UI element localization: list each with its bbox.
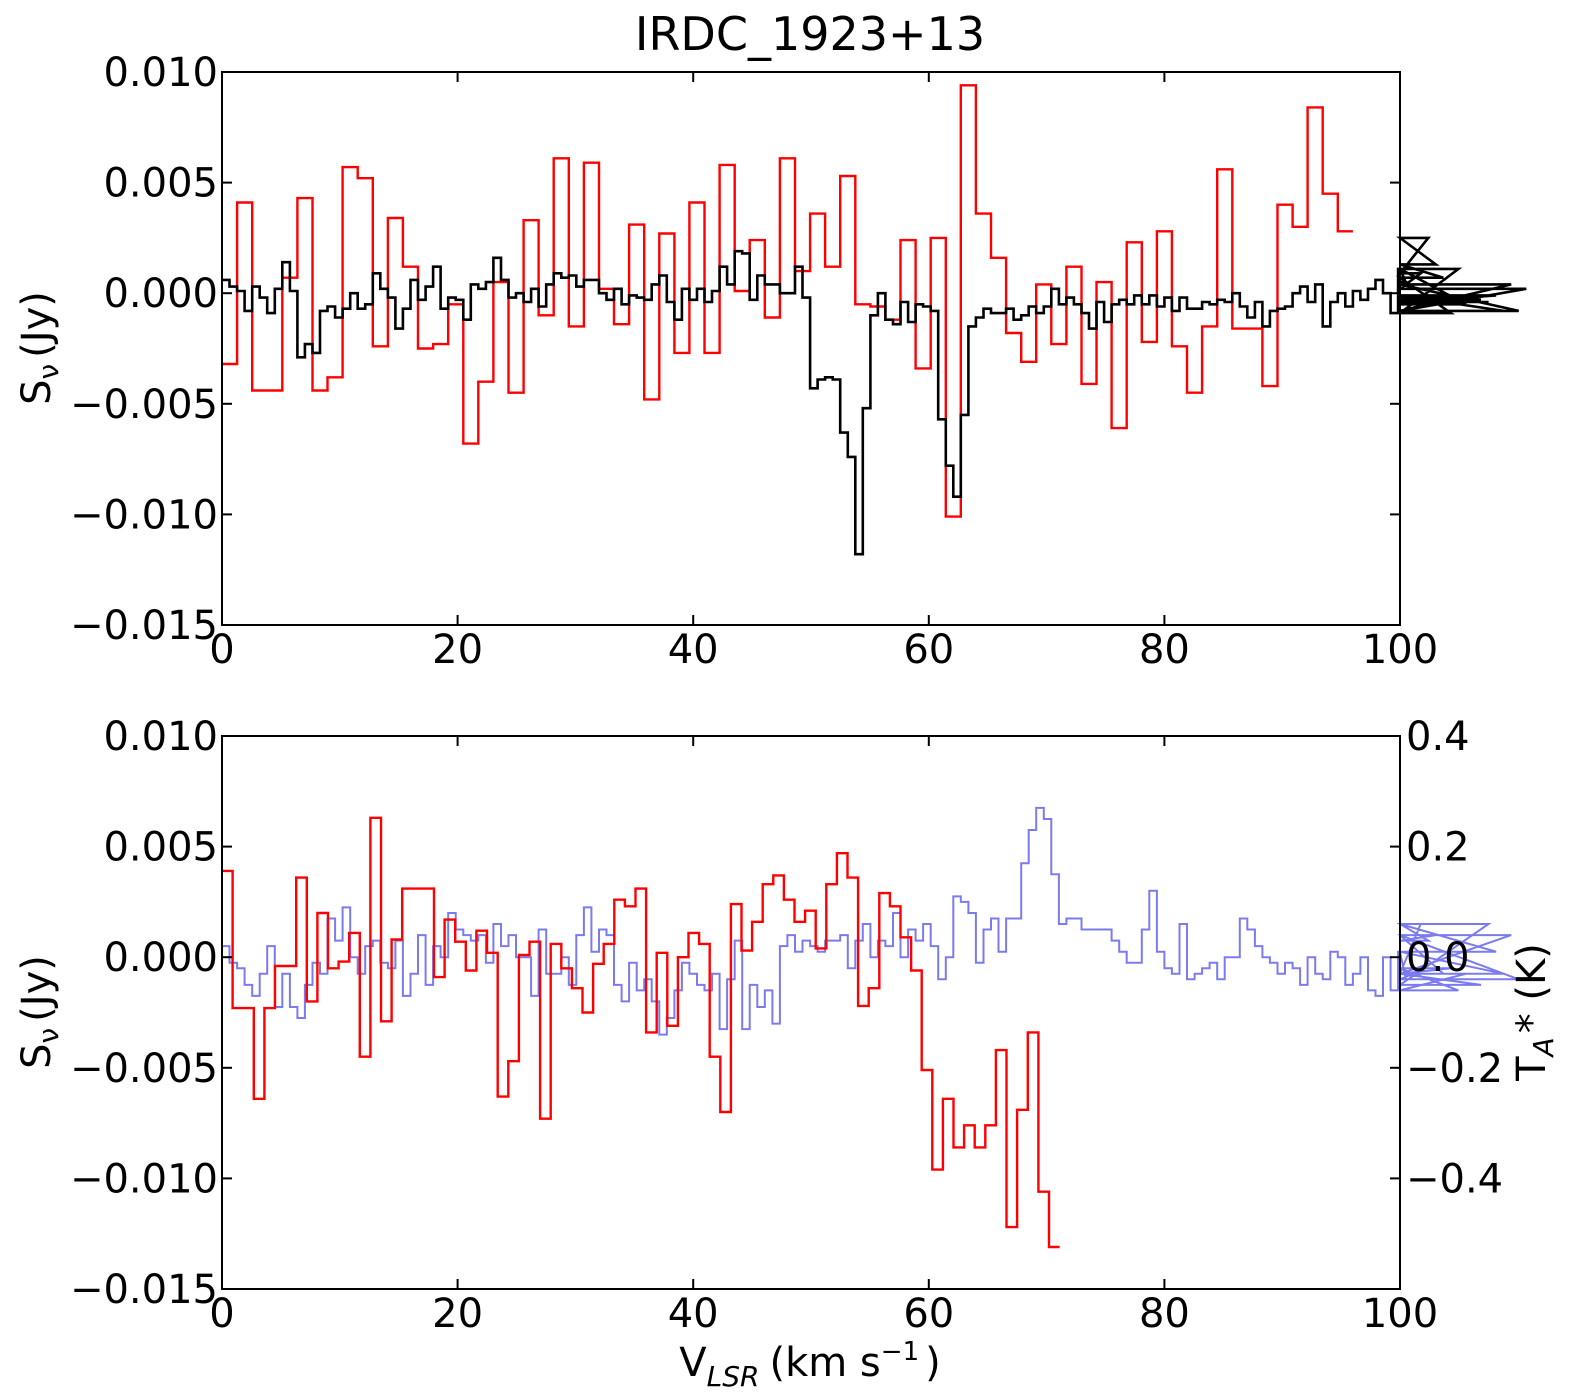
x-tick-label: 0 xyxy=(209,627,234,673)
y-tick-label: −0.015 xyxy=(70,1267,218,1313)
x-tick-label: 20 xyxy=(432,1291,483,1337)
y-tick-label: −0.010 xyxy=(70,1156,218,1202)
y-tick-label: 0.000 xyxy=(103,271,218,317)
x-tick-label: 100 xyxy=(1362,1291,1438,1337)
top-panel: IRDC_1923+13 −0.015 −0.010 −0.005 0.000 0.00… xyxy=(14,7,1527,673)
top-x-ticks: 0 20 40 60 80 100 xyxy=(209,72,1438,673)
y-tick-label: 0.010 xyxy=(103,714,218,760)
top-y-axis-label: Sν(Jy) xyxy=(14,291,65,405)
y-tick-label: −0.005 xyxy=(70,382,218,428)
x-tick-label: 20 xyxy=(432,627,483,673)
series-line-red xyxy=(222,84,1353,518)
y2-tick-label: −0.2 xyxy=(1406,1046,1503,1092)
y-tick-label: −0.010 xyxy=(70,492,218,538)
y2-tick-label: 0.4 xyxy=(1406,714,1470,760)
bottom-x-ticks: 0 20 40 60 80 100 xyxy=(209,736,1438,1337)
series-line-black xyxy=(222,236,1527,556)
y2-tick-label: −0.4 xyxy=(1406,1156,1503,1202)
bottom-series-group xyxy=(222,806,1520,1249)
bottom-y-ticks: −0.015 −0.010 −0.005 0.000 0.005 0.010 xyxy=(70,714,232,1313)
bottom-right-y-ticks: −0.4 −0.2 0.0 0.2 0.4 xyxy=(1390,714,1503,1202)
y2-tick-label: 0.0 xyxy=(1406,935,1470,981)
y-tick-label: 0.005 xyxy=(103,825,218,871)
x-tick-label: 80 xyxy=(1139,1291,1190,1337)
x-axis-label: VLSR (km s−1) xyxy=(679,1337,940,1393)
series-line-red xyxy=(222,816,1060,1249)
x-tick-label: 60 xyxy=(903,627,954,673)
x-tick-label: 100 xyxy=(1362,627,1438,673)
bottom-y-axis-label: Sν(Jy) xyxy=(14,955,65,1069)
x-tick-label: 80 xyxy=(1139,627,1190,673)
y-tick-label: 0.000 xyxy=(103,935,218,981)
chart-title: IRDC_1923+13 xyxy=(635,7,985,61)
x-tick-label: 40 xyxy=(668,627,719,673)
x-tick-label: 40 xyxy=(668,1291,719,1337)
y2-tick-label: 0.2 xyxy=(1406,825,1470,871)
top-y-ticks: −0.015 −0.010 −0.005 0.000 0.005 0.010 xyxy=(70,50,1400,649)
x-tick-label: 60 xyxy=(903,1291,954,1337)
bottom-right-y-axis-label: TA* (K) xyxy=(1509,943,1560,1082)
y-tick-label: 0.010 xyxy=(103,50,218,96)
top-plot-frame xyxy=(221,71,1401,626)
bottom-plot-frame xyxy=(221,735,1401,1290)
top-series-group xyxy=(222,84,1527,556)
y-tick-label: −0.015 xyxy=(70,603,218,649)
y-tick-label: 0.005 xyxy=(103,161,218,207)
x-tick-label: 0 xyxy=(209,1291,234,1337)
y-tick-label: −0.005 xyxy=(70,1046,218,1092)
